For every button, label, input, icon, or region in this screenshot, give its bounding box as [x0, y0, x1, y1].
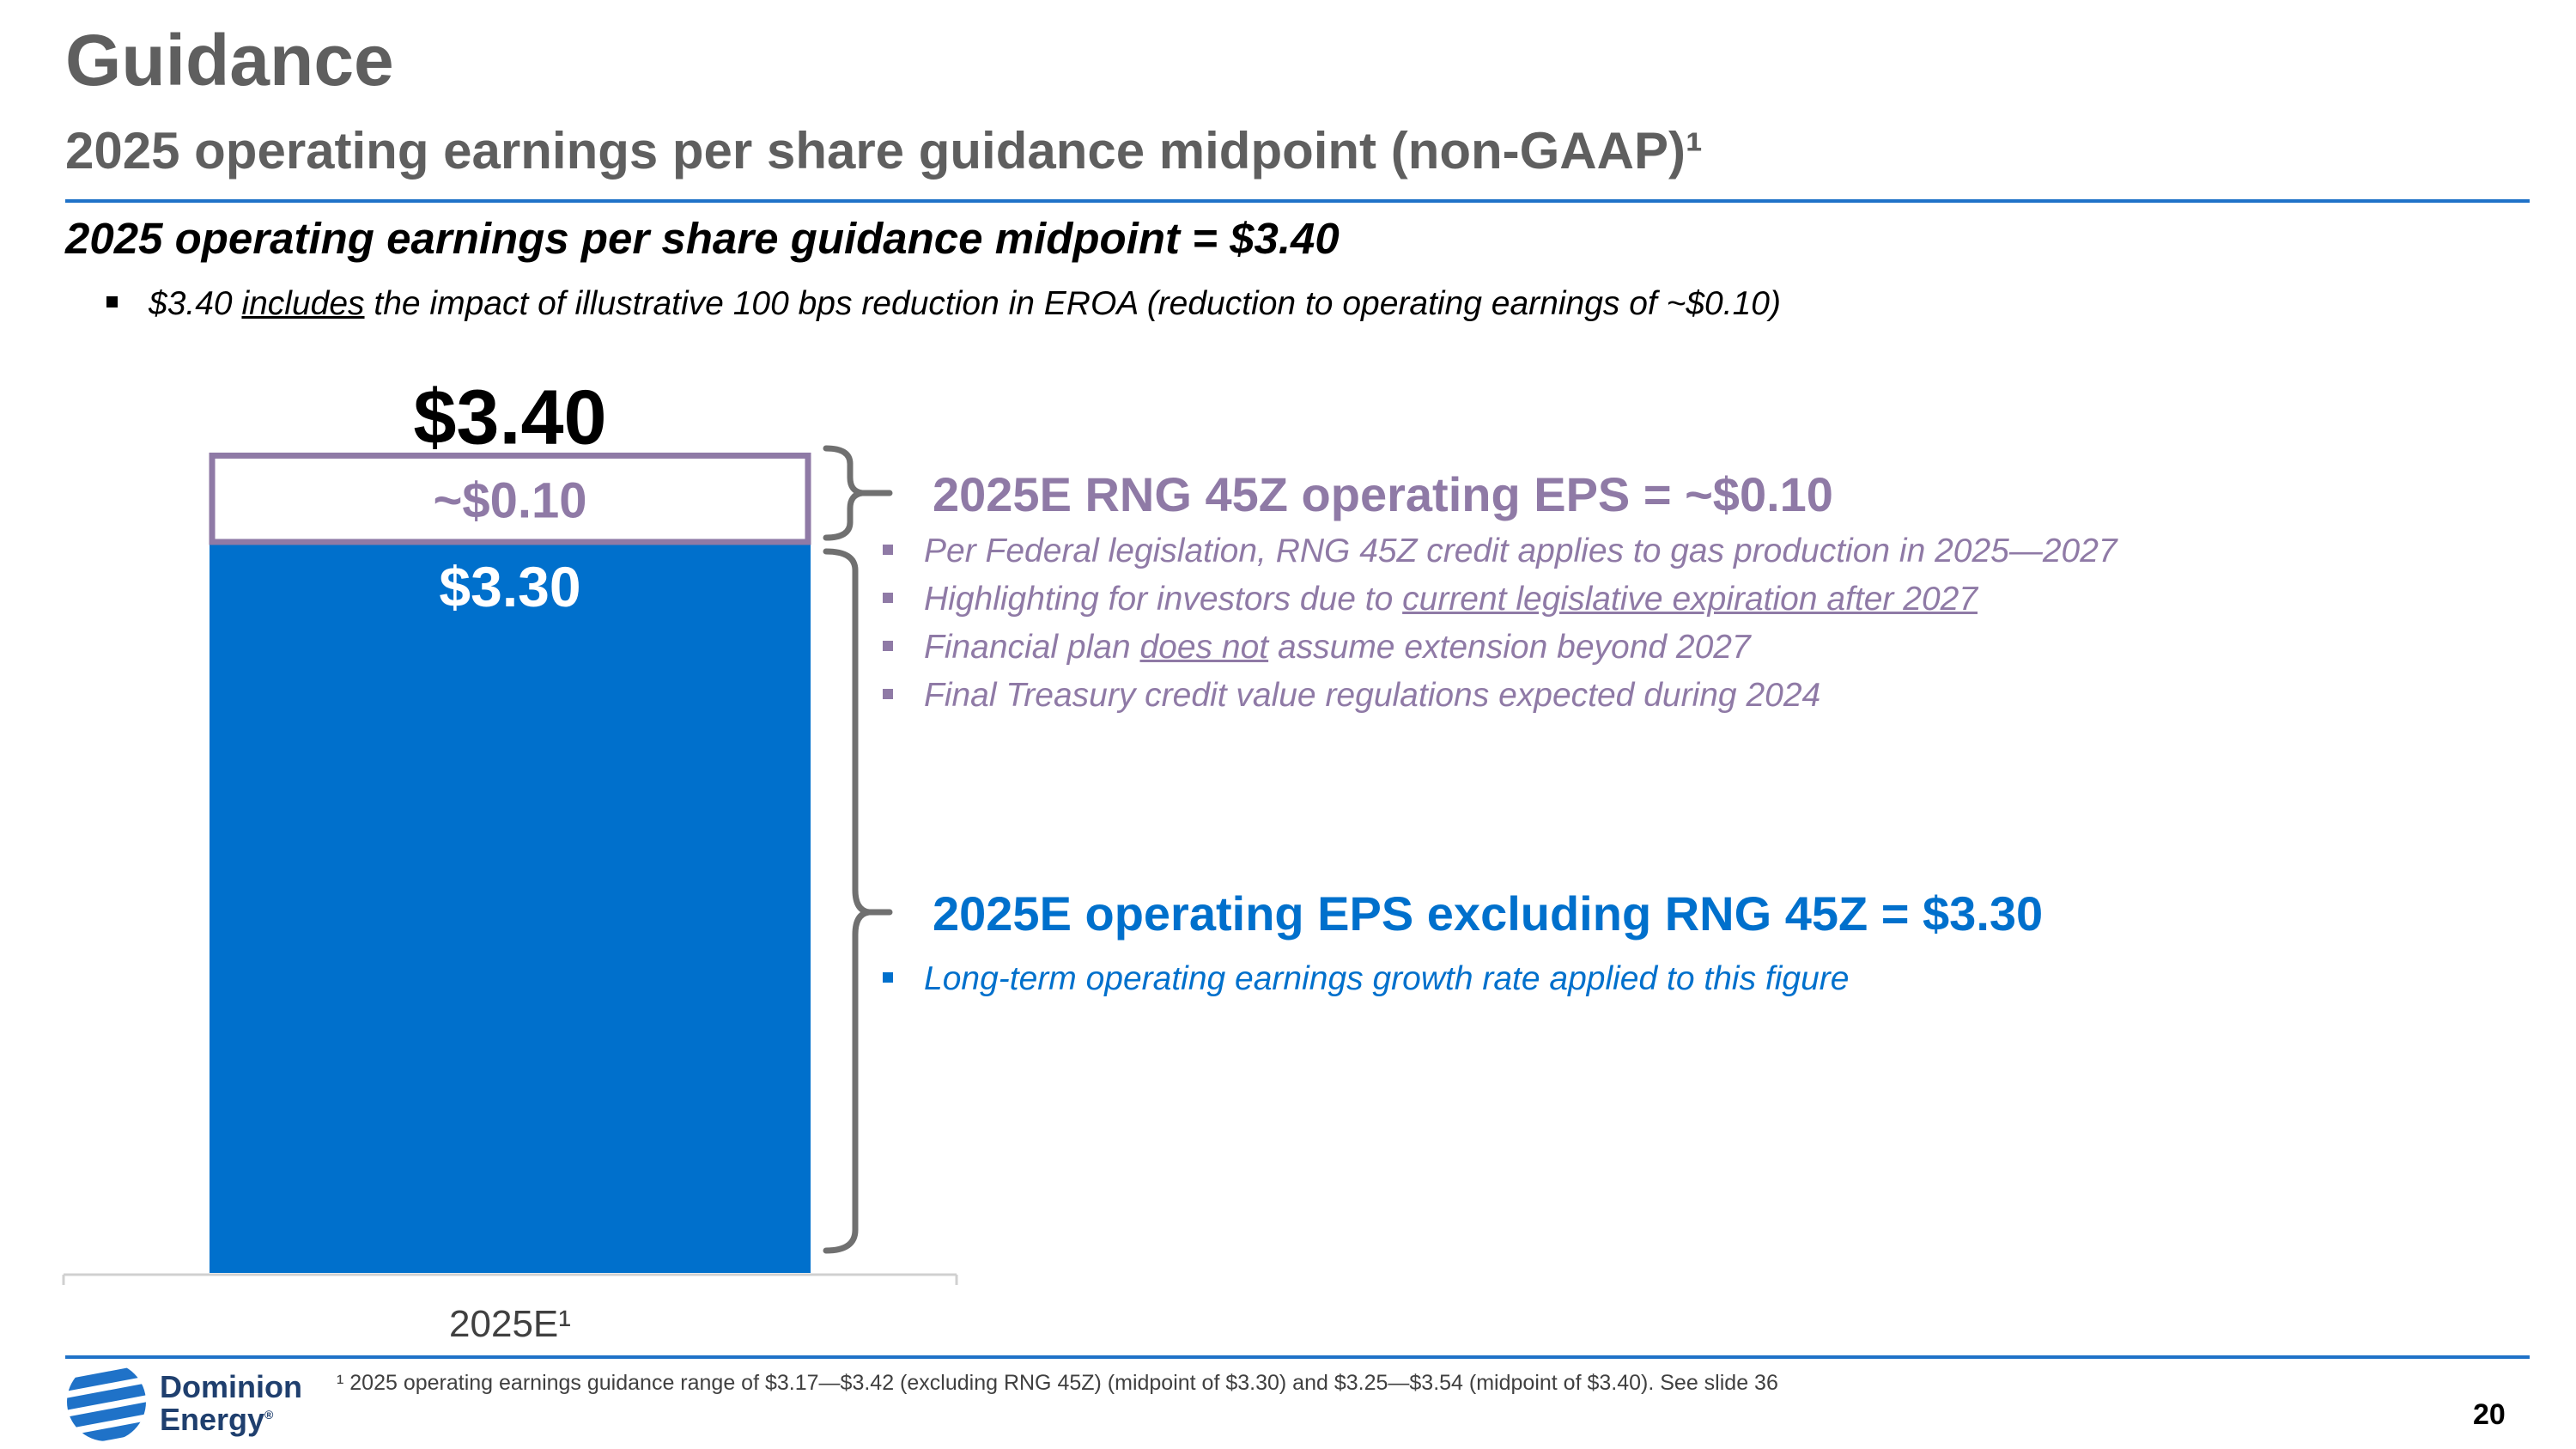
core-bullet-text: Long-term operating earnings growth rate… — [924, 960, 1850, 997]
bullet-square-icon — [883, 544, 893, 555]
footer-divider — [65, 1355, 2530, 1359]
rng-bullet-pre: Per Federal legislation, RNG 45Z credit … — [924, 533, 2117, 569]
rng-bullet: Per Federal legislation, RNG 45Z credit … — [883, 534, 2117, 568]
logo-registered-mark: ® — [264, 1407, 274, 1422]
header-divider — [65, 199, 2530, 203]
bullet-square-icon — [883, 640, 893, 651]
rng-bracket-icon — [823, 445, 893, 541]
logo-line2: Energy — [160, 1401, 265, 1437]
page-subtitle: 2025 operating earnings per share guidan… — [65, 122, 1703, 180]
page-title: Guidance — [65, 20, 394, 100]
bar-total-label: $3.40 — [413, 374, 606, 460]
core-heading: 2025E operating EPS excluding RNG 45Z = … — [933, 886, 2044, 941]
top-bullet-underlined: includes — [241, 285, 365, 322]
rng-bullet-underlined: current legislative expiration after 202… — [1402, 581, 1978, 618]
rng-bullet-pre: Final Treasury credit value regulations … — [924, 677, 1821, 714]
bullet-square-icon — [106, 296, 118, 308]
rng-bullet-pre: Financial plan — [924, 629, 1140, 666]
footnote: ¹ 2025 operating earnings guidance range… — [337, 1371, 1778, 1395]
bullet-square-icon — [883, 971, 893, 983]
top-bullet: $3.40 includes the impact of illustrativ… — [106, 287, 1781, 320]
core-bracket-icon — [823, 548, 893, 1254]
rng-bullet: Highlighting for investors due to curren… — [883, 582, 1978, 616]
rng-heading: 2025E RNG 45Z operating EPS = ~$0.10 — [933, 467, 1833, 521]
rng-bullet: Financial plan does not assume extension… — [883, 630, 1751, 664]
guidance-headline: 2025 operating earnings per share guidan… — [65, 214, 1340, 263]
bar-segment-core — [210, 539, 811, 1273]
dominion-logo-icon — [67, 1362, 146, 1441]
rng-bullet-pre: Highlighting for investors due to — [924, 581, 1403, 618]
top-bullet-pre: $3.40 — [149, 285, 242, 322]
bullet-square-icon — [883, 688, 893, 699]
x-tick-label: 2025E¹ — [449, 1303, 571, 1345]
core-bullet: Long-term operating earnings growth rate… — [883, 962, 1849, 995]
rng-bullet-post: assume extension beyond 2027 — [1268, 629, 1751, 666]
bullet-square-icon — [883, 592, 893, 603]
rng-bullet: Final Treasury credit value regulations … — [883, 679, 1820, 712]
top-bullet-post: the impact of illustrative 100 bps reduc… — [364, 285, 1781, 322]
bar-label-rng: ~$0.10 — [433, 472, 586, 528]
logo-line1: Dominion — [160, 1369, 302, 1404]
rng-bullet-underlined: does not — [1139, 629, 1269, 666]
logo-wordmark: Dominion Energy® — [160, 1371, 302, 1436]
page-number: 20 — [2473, 1398, 2506, 1431]
bar-label-core: $3.30 — [439, 555, 580, 618]
bar-segment-rng — [209, 452, 811, 545]
